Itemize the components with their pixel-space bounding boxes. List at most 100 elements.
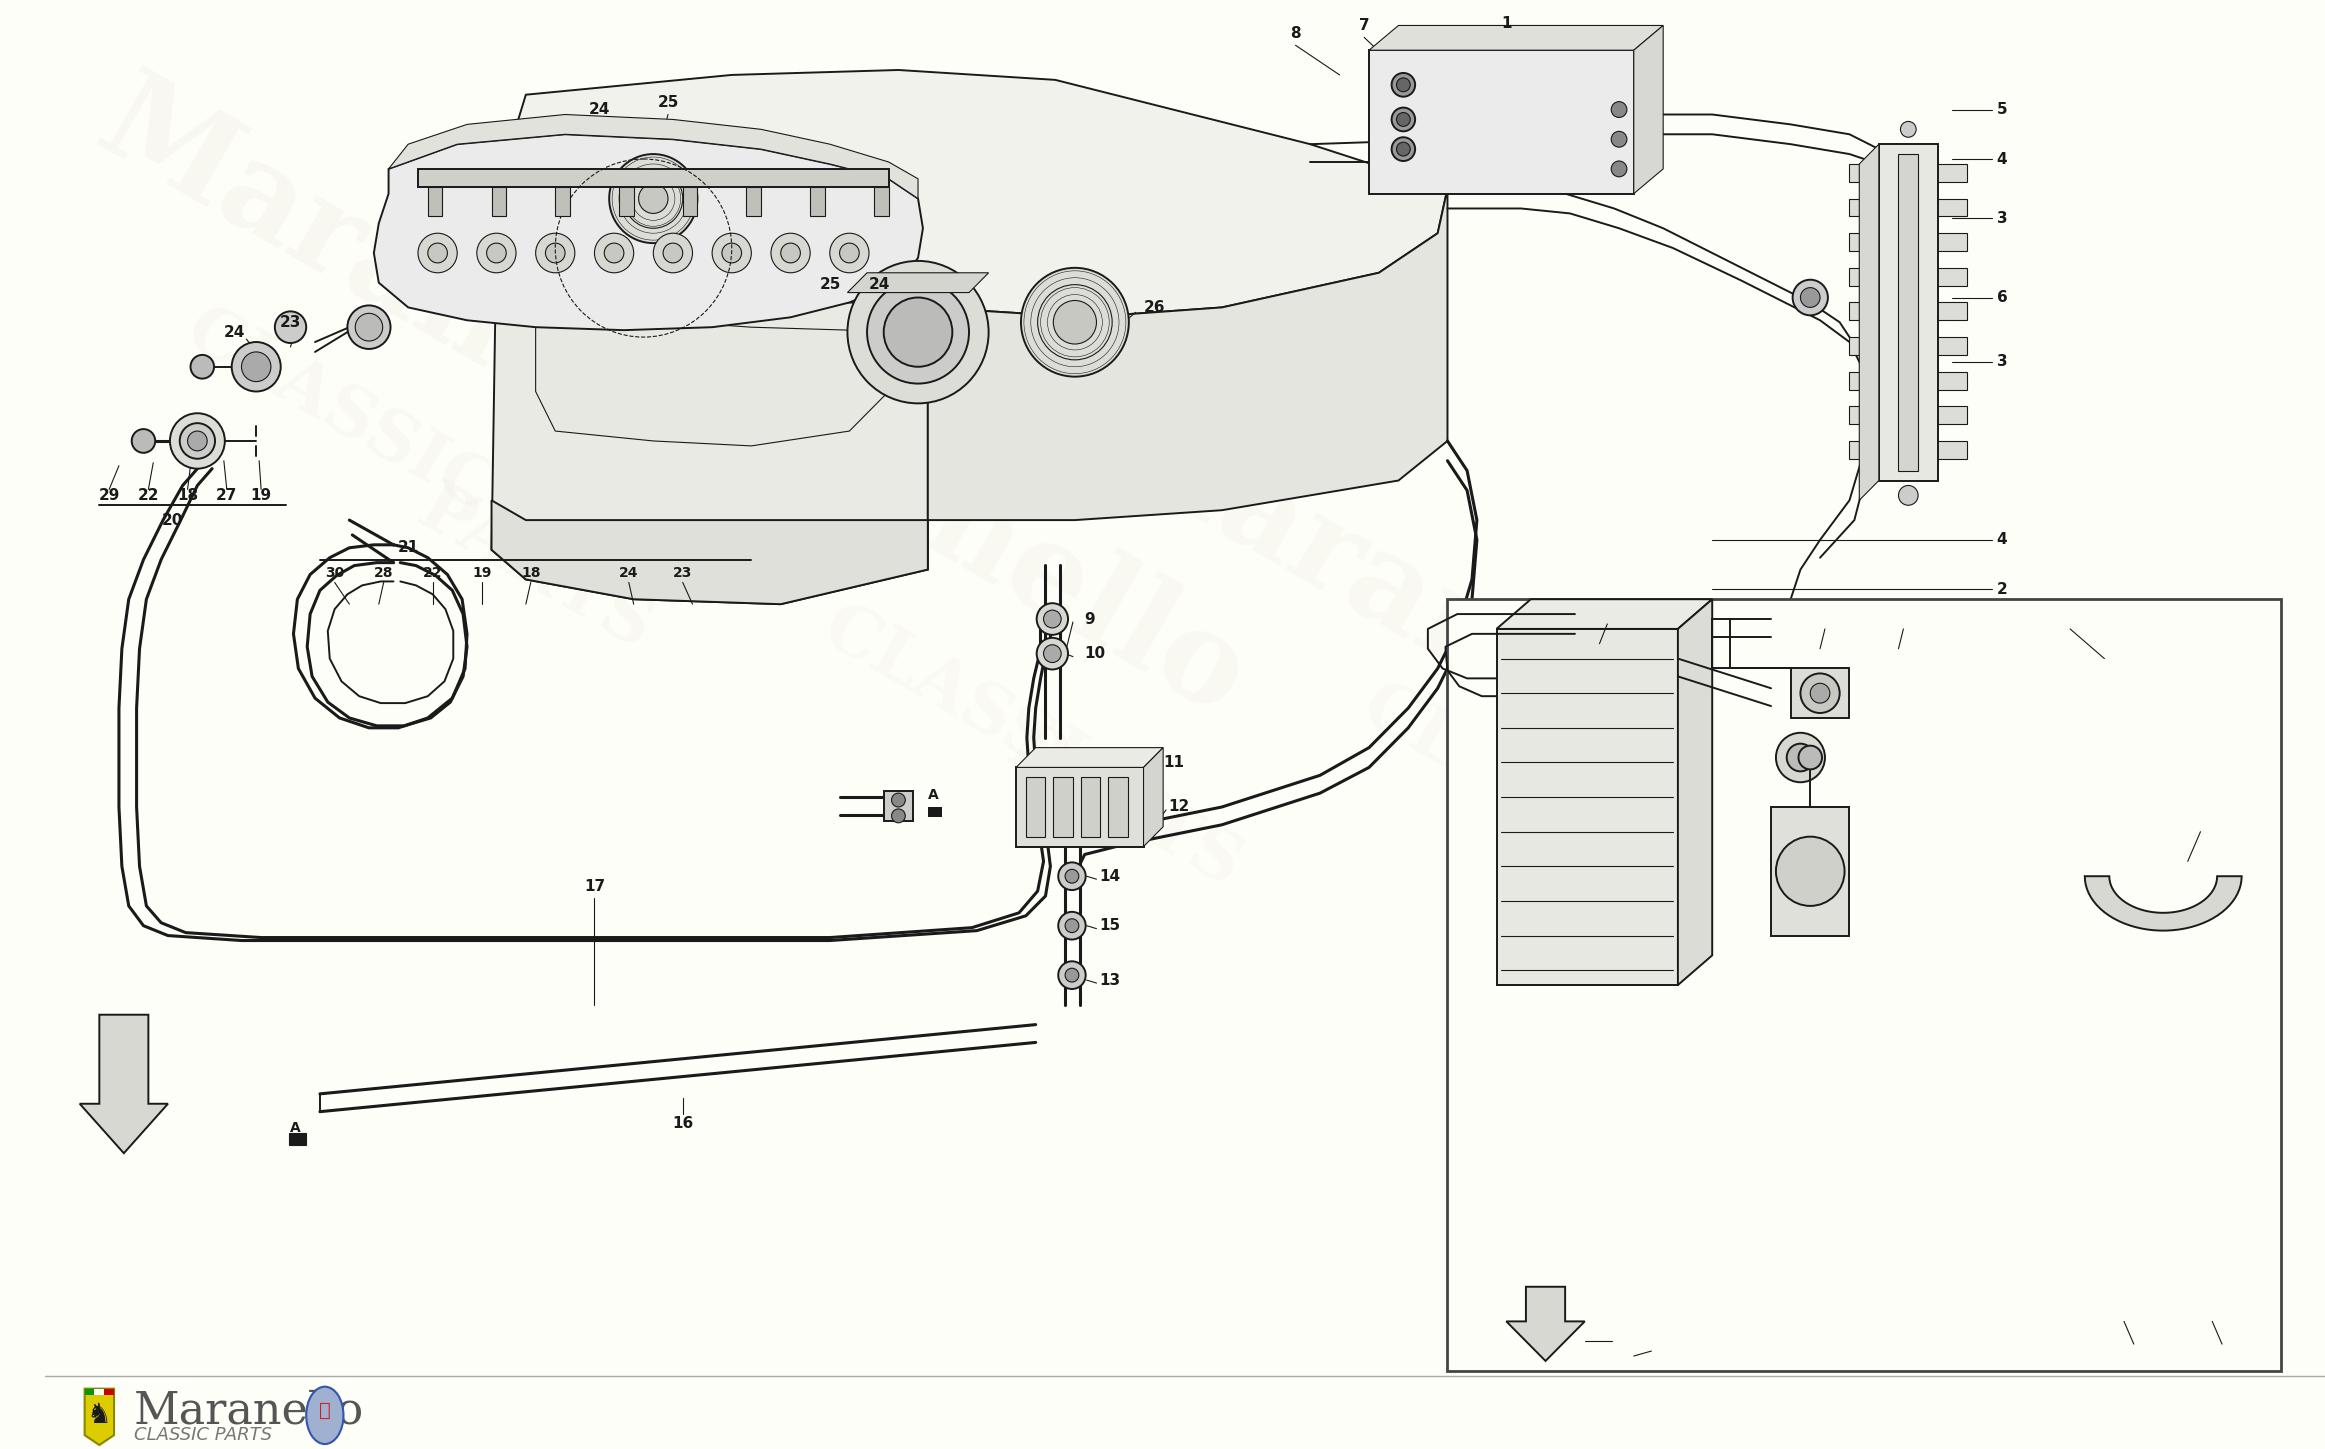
Text: 8: 8	[1290, 26, 1300, 41]
Circle shape	[663, 243, 684, 262]
Ellipse shape	[307, 1387, 344, 1445]
Polygon shape	[491, 500, 928, 604]
Circle shape	[1793, 280, 1827, 316]
Circle shape	[232, 342, 281, 391]
Polygon shape	[1497, 600, 1711, 629]
Bar	[1848, 406, 1967, 425]
Circle shape	[1611, 161, 1628, 177]
Bar	[928, 807, 942, 817]
Circle shape	[1611, 132, 1628, 148]
Circle shape	[890, 793, 904, 807]
Text: A: A	[928, 788, 939, 803]
Bar	[1790, 668, 1848, 717]
Text: 25: 25	[821, 277, 842, 293]
Circle shape	[1058, 961, 1086, 990]
Text: Valid for... see description: Valid for... see description	[1462, 1326, 1641, 1340]
Bar	[84, 1388, 95, 1394]
Circle shape	[546, 243, 565, 262]
Text: 34: 34	[2202, 817, 2223, 832]
Circle shape	[1397, 142, 1411, 156]
Circle shape	[604, 243, 623, 262]
Circle shape	[1065, 968, 1079, 982]
Text: PARTS: PARTS	[995, 713, 1253, 901]
Text: 12: 12	[1167, 800, 1190, 814]
Polygon shape	[498, 70, 1448, 317]
Polygon shape	[84, 1388, 114, 1445]
Circle shape	[1900, 485, 1918, 506]
Circle shape	[418, 233, 458, 272]
Polygon shape	[928, 188, 1448, 520]
Circle shape	[639, 184, 667, 213]
Polygon shape	[1507, 1287, 1586, 1361]
Polygon shape	[491, 243, 928, 604]
Bar	[105, 1388, 114, 1394]
Circle shape	[1800, 746, 1823, 769]
Text: Maranello: Maranello	[133, 1388, 365, 1432]
Text: 35: 35	[1816, 610, 1834, 625]
Text: 37: 37	[1614, 1329, 1634, 1343]
Circle shape	[428, 243, 446, 262]
Text: 4: 4	[1997, 532, 2006, 548]
Circle shape	[711, 233, 751, 272]
Circle shape	[274, 312, 307, 343]
Text: 18: 18	[521, 565, 539, 580]
Text: 3: 3	[1997, 355, 2006, 369]
Circle shape	[846, 261, 988, 403]
Bar	[491, 187, 507, 216]
Polygon shape	[1679, 600, 1711, 985]
Circle shape	[653, 233, 693, 272]
Polygon shape	[1016, 748, 1162, 768]
Bar	[288, 1133, 307, 1145]
Circle shape	[781, 243, 800, 262]
Text: 26: 26	[1144, 300, 1165, 314]
Circle shape	[1393, 72, 1416, 97]
Circle shape	[595, 233, 635, 272]
Circle shape	[1800, 674, 1839, 713]
Bar	[1848, 372, 1967, 390]
Bar	[556, 187, 570, 216]
Polygon shape	[535, 317, 897, 446]
Polygon shape	[1860, 145, 1879, 500]
Text: 24: 24	[870, 277, 890, 293]
Circle shape	[191, 355, 214, 378]
Text: 30: 30	[326, 565, 344, 580]
Circle shape	[1021, 268, 1130, 377]
Text: 31: 31	[2213, 1349, 2232, 1364]
Bar	[809, 187, 825, 216]
Bar	[1848, 199, 1967, 216]
Bar	[1848, 440, 1967, 459]
Text: CLASSIC: CLASSIC	[1351, 672, 1683, 903]
Bar	[95, 1388, 105, 1394]
Circle shape	[890, 809, 904, 823]
Circle shape	[1065, 869, 1079, 882]
Text: 15: 15	[1100, 919, 1121, 933]
Polygon shape	[2086, 877, 2241, 930]
Circle shape	[1800, 287, 1820, 307]
Text: 32: 32	[2125, 1349, 2144, 1364]
Circle shape	[1611, 101, 1628, 117]
Text: 4: 4	[1997, 152, 2006, 167]
Text: A: A	[291, 1122, 300, 1136]
Circle shape	[356, 313, 384, 341]
Bar	[1369, 51, 1634, 194]
Bar	[418, 170, 888, 187]
Text: 23: 23	[279, 314, 302, 330]
Polygon shape	[1369, 26, 1662, 51]
Bar	[1109, 777, 1128, 836]
Bar	[1848, 303, 1967, 320]
Circle shape	[723, 243, 742, 262]
Text: 19: 19	[251, 488, 272, 503]
Text: PARTS: PARTS	[1534, 793, 1793, 980]
Circle shape	[1397, 78, 1411, 91]
Text: 22: 22	[137, 488, 158, 503]
Text: 20: 20	[163, 513, 184, 527]
Text: ♞: ♞	[86, 1401, 112, 1429]
Circle shape	[609, 154, 697, 243]
Text: 14: 14	[1100, 869, 1121, 884]
Circle shape	[1053, 300, 1097, 343]
Polygon shape	[846, 272, 988, 293]
Bar	[1879, 145, 1937, 481]
Bar	[428, 187, 442, 216]
Text: 𝔐: 𝔐	[319, 1401, 330, 1420]
Text: 3: 3	[1997, 212, 2006, 226]
